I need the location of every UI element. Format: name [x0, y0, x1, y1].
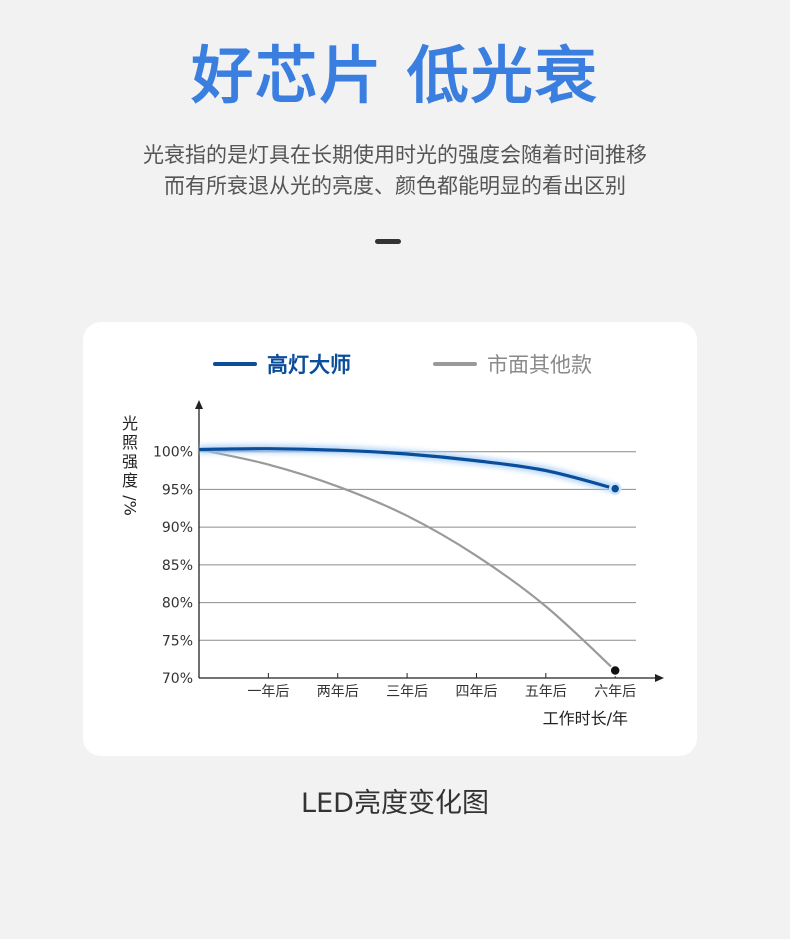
x-tick-label: 六年后	[594, 684, 636, 700]
line-chart: 70% 75% 80% 85% 90% 95% 100% 一年后 两年后 三年后 四年后 五年后 六年后…	[153, 400, 664, 728]
y-axis-label: 光照强度 /%	[119, 414, 141, 516]
x-axis-label: 工作时长/年	[543, 709, 628, 728]
y-tick-label: 85%	[162, 558, 193, 574]
legend-swatch-primary	[213, 362, 257, 366]
y-axis-label-char: 光	[121, 414, 138, 433]
series-end-point-primary	[608, 482, 622, 495]
y-tick-label: 75%	[162, 633, 193, 649]
y-tick-label: 90%	[162, 520, 193, 536]
legend-label-secondary: 市面其他款	[487, 353, 592, 377]
page-title: 好芯片 低光衰	[191, 39, 599, 112]
y-axis-label-main: 光照强度	[119, 414, 141, 490]
legend-label-primary: 高灯大师	[267, 353, 351, 377]
y-axis-label-char: 照	[121, 433, 138, 452]
series-line-primary	[198, 447, 616, 491]
x-tick-label: 三年后	[386, 684, 428, 700]
series-end-point-secondary	[609, 664, 621, 677]
divider-dash	[375, 239, 401, 244]
x-tick-label: 一年后	[247, 684, 289, 700]
chart-card: 高灯大师 市面其他款 光照强度 /% 70% 75% 80% 85% 90% 95% 100…	[83, 322, 697, 756]
y-tick-label: 70%	[162, 671, 193, 687]
y-axis-label-char: 强	[121, 452, 138, 471]
chart-caption: LED亮度变化图	[301, 788, 489, 819]
x-tick-label: 五年后	[525, 684, 567, 700]
y-axis-label-char: 度	[121, 471, 138, 490]
y-axis-arrow	[195, 400, 203, 409]
legend-swatch-secondary	[433, 362, 477, 366]
y-tick-label: 95%	[162, 482, 193, 498]
y-tick-label: 80%	[162, 596, 193, 612]
x-tick-label: 两年后	[317, 684, 359, 700]
y-tick-label: 100%	[153, 445, 193, 461]
x-axis-arrow	[655, 674, 664, 682]
series-line-secondary	[198, 448, 616, 672]
description-line-1: 光衰指的是灯具在长期使用时光的强度会随着时间推移	[143, 143, 647, 167]
x-tick-label: 四年后	[455, 684, 497, 700]
description-line-2: 而有所衰退从光的亮度、颜色都能明显的看出区别	[164, 174, 626, 198]
